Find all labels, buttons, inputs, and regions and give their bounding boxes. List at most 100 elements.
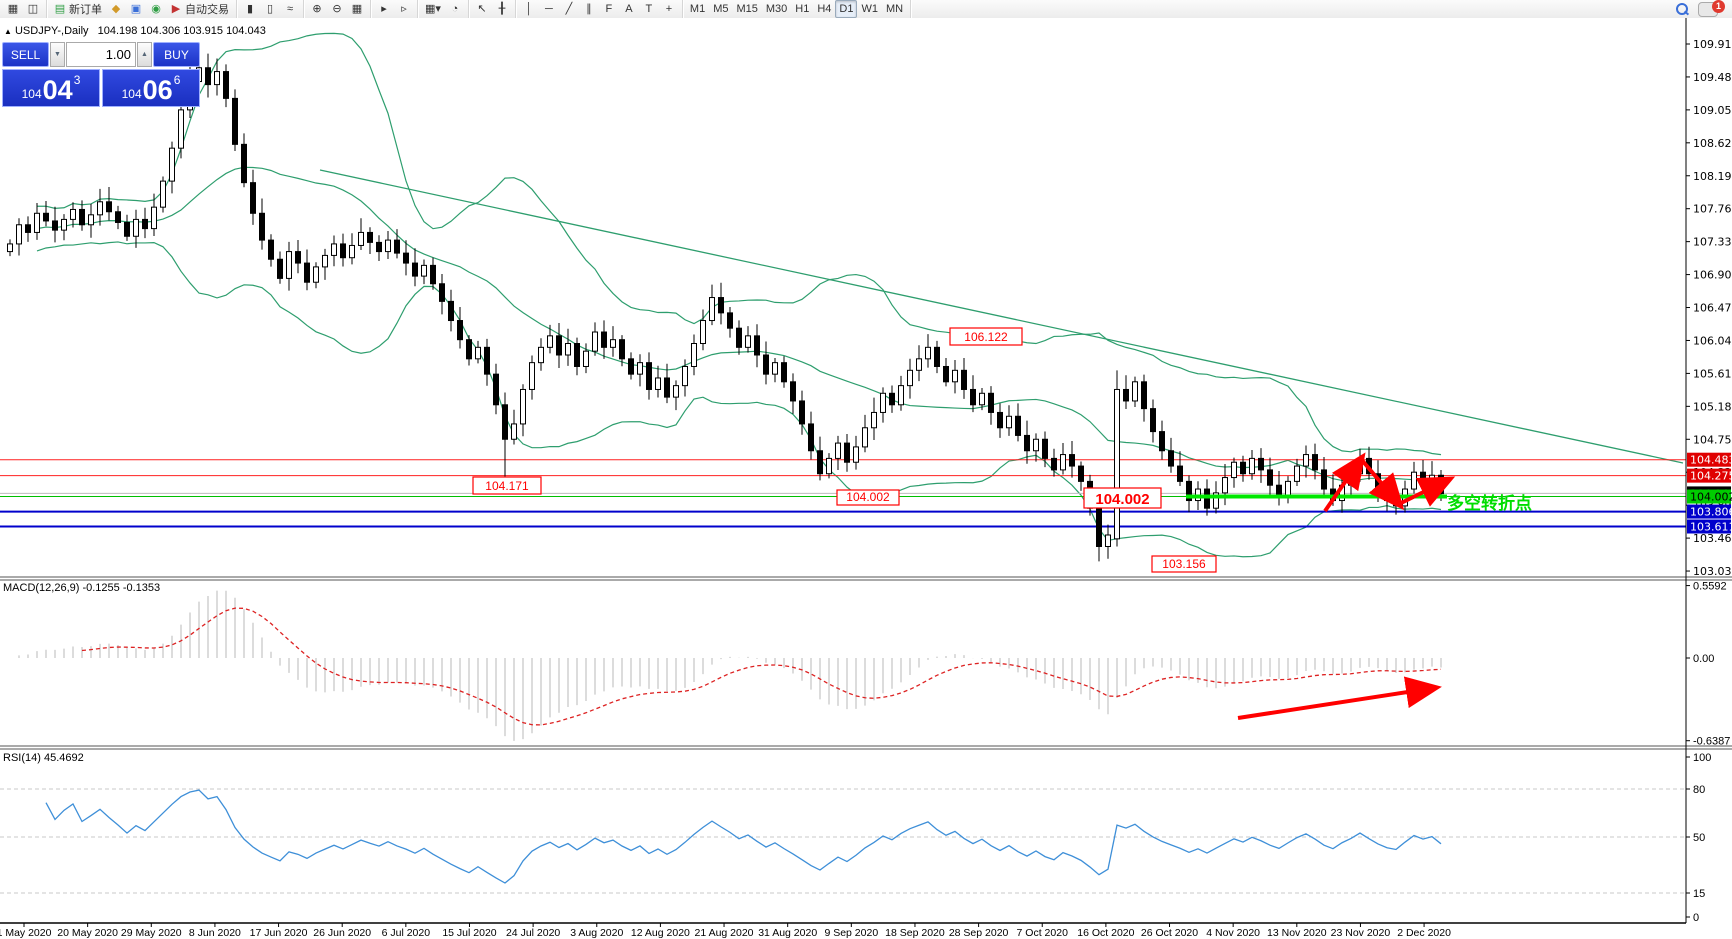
date-axis: 1 May 2020 20 May 2020 29 May 2020 8 Jun 20…	[0, 923, 1451, 939]
period-icon[interactable]: ◔	[445, 0, 465, 18]
toolbar-group: │ ─ ╱ ∥ F A T +	[516, 0, 683, 18]
timeframe-w1[interactable]: W1	[861, 3, 878, 15]
timeframe-m15[interactable]: M15	[736, 3, 758, 15]
cursor-icon[interactable]: ↖	[472, 0, 492, 18]
svg-text:109.050: 109.050	[1693, 104, 1732, 117]
svg-text:103.460: 103.460	[1693, 532, 1732, 545]
symbol-name: USDJPY-,Daily	[14, 25, 89, 37]
fibonacci-icon[interactable]: F	[599, 0, 619, 18]
tile-windows-icon[interactable]: ▦	[347, 0, 367, 18]
label-icon[interactable]: T	[639, 0, 659, 18]
text-icon[interactable]: A	[619, 0, 639, 18]
svg-text:18 Sep 2020: 18 Sep 2020	[885, 927, 945, 939]
svg-text:103.611: 103.611	[1690, 521, 1732, 534]
macd-panel: 0.5592 0.00 -0.6387	[18, 581, 1730, 748]
profiles-icon[interactable]: ◫	[23, 0, 43, 18]
svg-text:106.470: 106.470	[1693, 302, 1732, 315]
bid-prefix: 104	[21, 87, 42, 101]
svg-text:23 Nov 2020: 23 Nov 2020	[1331, 927, 1391, 939]
channel-icon[interactable]: ∥	[579, 0, 599, 18]
zoom-out-icon[interactable]: ⊖	[327, 0, 347, 18]
autotrading-button[interactable]: ▶ 自动交易	[166, 0, 233, 18]
search-icon[interactable]	[1676, 3, 1690, 16]
horizontal-line-icon[interactable]: ─	[539, 0, 559, 18]
svg-text:0: 0	[1693, 912, 1699, 924]
bollinger-upper-band	[36, 32, 1442, 456]
macd-signal-line	[81, 607, 1442, 726]
profiles-icon: ◫	[27, 3, 39, 15]
buy-button[interactable]: BUY	[153, 42, 200, 67]
publish-icon[interactable]: ▣	[126, 0, 146, 18]
line-chart-icon[interactable]: ≈	[280, 0, 300, 18]
svg-text:16 Oct 2020: 16 Oct 2020	[1077, 927, 1134, 939]
arrows-icon[interactable]: +	[659, 0, 679, 18]
chart-window[interactable]: 109.910 109.480 109.050 108.620 108.190 107.7…	[0, 18, 1732, 939]
bid-pip-digit: 3	[73, 73, 81, 87]
auto-scroll-icon[interactable]: ▸	[374, 0, 394, 18]
price-annotation-box	[949, 327, 1023, 346]
auto-scroll-icon: ▸	[381, 3, 387, 15]
new-chart-dropdown-icon[interactable]: ▦▾	[421, 0, 445, 18]
timeframe-m5[interactable]: M5	[713, 3, 729, 15]
toolbar-group: ↖ ╂	[469, 0, 516, 18]
new-chart-icon[interactable]: ▦	[3, 0, 23, 18]
toolbar-group: ▸ ▹	[371, 0, 418, 18]
lot-increase-button[interactable]: ▲	[137, 42, 152, 67]
market-icon[interactable]: ◆	[106, 0, 126, 18]
timeframe-d1[interactable]: D1	[835, 0, 858, 18]
candlestick-icon[interactable]: ▯	[260, 0, 280, 18]
cursor-icon: ↖	[477, 3, 487, 15]
ask-prefix: 104	[121, 87, 142, 101]
trendline-icon[interactable]: ╱	[559, 0, 579, 18]
svg-text:21 Aug 2020: 21 Aug 2020	[695, 927, 754, 939]
svg-text:6 Jul 2020: 6 Jul 2020	[382, 927, 431, 939]
fibonacci-icon: F	[605, 3, 613, 15]
lot-decrease-button[interactable]: ▼	[50, 42, 65, 67]
timeframe-h4[interactable]: H4	[817, 3, 832, 15]
axis-price-label	[1687, 489, 1731, 504]
notifications-icon[interactable]: 1	[1698, 0, 1725, 17]
crosshair-icon: ╂	[498, 3, 506, 15]
svg-text:103.156: 103.156	[1162, 557, 1206, 571]
svg-text:15 Jul 2020: 15 Jul 2020	[442, 927, 496, 939]
zoom-in-icon: ⊕	[312, 3, 322, 15]
timeframe-mn[interactable]: MN	[885, 3, 904, 15]
toolbar-group: ⊕ ⊖ ▦	[304, 0, 371, 18]
rsi-indicator-label: RSI(14) 45.4692	[3, 752, 84, 764]
svg-text:20 May 2020: 20 May 2020	[57, 927, 118, 939]
ask-price-panel[interactable]: 104 06 6	[102, 69, 200, 107]
community-icon[interactable]: ◉	[146, 0, 166, 18]
crosshair-icon[interactable]: ╂	[492, 0, 512, 18]
new-order-button[interactable]: ▤ 新订单	[50, 0, 106, 18]
svg-text:104.002: 104.002	[1690, 491, 1732, 504]
svg-text:106.040: 106.040	[1693, 334, 1732, 347]
price-axis: 109.910 109.480 109.050 108.620 108.190 107.7…	[1686, 38, 1732, 578]
svg-text:108.190: 108.190	[1693, 170, 1732, 183]
zoom-in-icon[interactable]: ⊕	[307, 0, 327, 18]
price-annotation-box	[836, 489, 900, 506]
timeframe-m1[interactable]: M1	[689, 3, 706, 15]
rsi-line	[45, 789, 1442, 884]
sell-button[interactable]: SELL	[2, 42, 49, 67]
vertical-line-icon[interactable]: │	[519, 0, 539, 18]
timeframe-h1[interactable]: H1	[795, 3, 810, 15]
horizontal-line-icon: ─	[545, 3, 553, 15]
new-chart-icon: ▦	[7, 3, 19, 15]
lot-size-input[interactable]: 1.00	[66, 42, 136, 67]
bar-chart-icon[interactable]: ▮	[240, 0, 260, 18]
price-zigzag-arrow-2	[1398, 476, 1456, 507]
svg-text:105.610: 105.610	[1693, 367, 1732, 380]
chart-canvas[interactable]: 109.910 109.480 109.050 108.620 108.190 107.7…	[0, 18, 1732, 939]
svg-text:1 May 2020: 1 May 2020	[0, 927, 52, 939]
candles	[7, 48, 1444, 562]
bid-price-panel[interactable]: 104 04 3	[2, 69, 100, 107]
chart-shift-icon: ▹	[401, 3, 407, 15]
svg-text:29 May 2020: 29 May 2020	[121, 927, 182, 939]
price-annotation-box	[1083, 487, 1162, 509]
svg-text:106.122: 106.122	[964, 330, 1008, 344]
chart-shift-icon[interactable]: ▹	[394, 0, 414, 18]
timeframe-m30[interactable]: M30	[765, 3, 788, 15]
toolbar-group: ▦▾ ◔	[418, 0, 469, 18]
svg-text:2 Dec 2020: 2 Dec 2020	[1397, 927, 1451, 939]
